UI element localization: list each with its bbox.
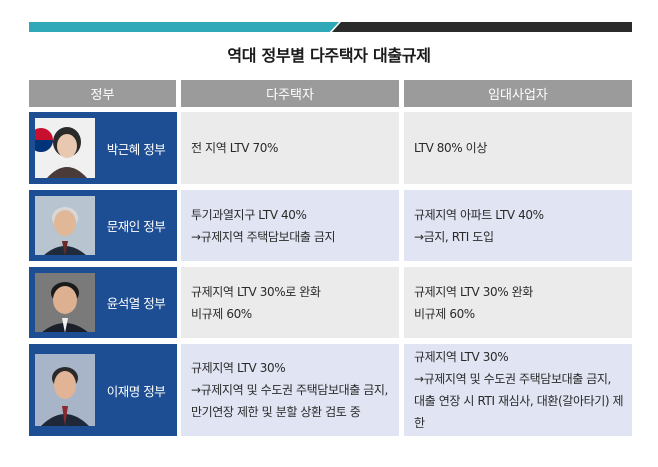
cell-line: 규제지역 LTV 30% 완화 xyxy=(414,284,533,299)
cell-line: 규제지역 LTV 30% xyxy=(414,350,509,364)
header-government: 정부 xyxy=(29,80,176,107)
cell-line: 규제지역 아파트 LTV 40% xyxy=(414,207,544,222)
table-row: 윤석열 정부 규제지역 LTV 30%로 완화 비규제 60% 규제지역 LTV… xyxy=(29,267,632,338)
table-row: 박근혜 정부 전 지역 LTV 70% LTV 80% 이상 xyxy=(29,112,632,184)
cell-line: LTV 80% 이상 xyxy=(414,141,487,155)
cell-line: →규제지역 및 수도권 주택담보대출 금지, xyxy=(414,372,611,386)
table-row: 문재인 정부 투기과열지구 LTV 40% →규제지역 주택담보대출 금지 규제… xyxy=(29,190,632,261)
portrait-photo xyxy=(35,196,95,255)
portrait-photo xyxy=(35,354,95,426)
multi-home-cell: 전 지역 LTV 70% xyxy=(181,112,399,184)
rental-business-cell: 규제지역 아파트 LTV 40% →금지, RTI 도입 xyxy=(404,190,632,261)
rental-business-cell: 규제지역 LTV 30% 완화 비규제 60% xyxy=(404,267,632,338)
cell-line: →금지, RTI 도입 xyxy=(414,229,494,244)
rental-business-cell: 규제지역 LTV 30% →규제지역 및 수도권 주택담보대출 금지, 대출 연… xyxy=(404,344,632,436)
government-cell: 박근혜 정부 xyxy=(29,112,177,184)
multi-home-cell: 투기과열지구 LTV 40% →규제지역 주택담보대출 금지 xyxy=(181,190,399,261)
government-cell: 이재명 정부 xyxy=(29,344,177,436)
portrait-photo xyxy=(35,273,95,332)
top-bar-dark-segment xyxy=(332,22,632,32)
multi-home-cell: 규제지역 LTV 30%로 완화 비규제 60% xyxy=(181,267,399,338)
table-title: 역대 정부별 다주택자 대출규제 xyxy=(227,46,431,65)
cell-line: →규제지역 주택담보대출 금지 xyxy=(191,229,336,244)
government-name: 박근혜 정부 xyxy=(106,141,166,157)
government-cell: 윤석열 정부 xyxy=(29,267,177,338)
cell-line: 만기연장 제한 및 분할 상환 검토 중 xyxy=(191,405,361,419)
header-multi-home: 다주택자 xyxy=(181,80,399,107)
cell-line: 투기과열지구 LTV 40% xyxy=(191,207,307,222)
header-rental-business: 임대사업자 xyxy=(404,80,632,107)
government-name: 윤석열 정부 xyxy=(106,296,166,311)
government-cell: 문재인 정부 xyxy=(29,190,177,261)
cell-line: →규제지역 및 수도권 주택담보대출 금지, xyxy=(191,383,388,397)
cell-line: 규제지역 LTV 30% xyxy=(191,361,286,375)
cell-line: 비규제 60% xyxy=(191,306,252,321)
multi-home-cell: 규제지역 LTV 30% →규제지역 및 수도권 주택담보대출 금지, 만기연장… xyxy=(181,344,399,436)
government-name: 이재명 정부 xyxy=(106,383,166,399)
cell-line: 규제지역 LTV 30%로 완화 xyxy=(191,284,321,299)
portrait-photo xyxy=(35,118,95,178)
table-row: 이재명 정부 규제지역 LTV 30% →규제지역 및 수도권 주택담보대출 금… xyxy=(29,344,632,436)
cell-line: 전 지역 LTV 70% xyxy=(191,141,279,155)
top-bar-teal-segment xyxy=(29,22,339,32)
rental-business-cell: LTV 80% 이상 xyxy=(404,112,632,184)
government-name: 문재인 정부 xyxy=(106,219,166,234)
cell-line: 비규제 60% xyxy=(414,306,475,321)
cell-line: 대출 연장 시 RTI 재심사, 대환(갈아타기) 제한 xyxy=(414,394,624,430)
top-decorative-bar xyxy=(29,22,632,32)
